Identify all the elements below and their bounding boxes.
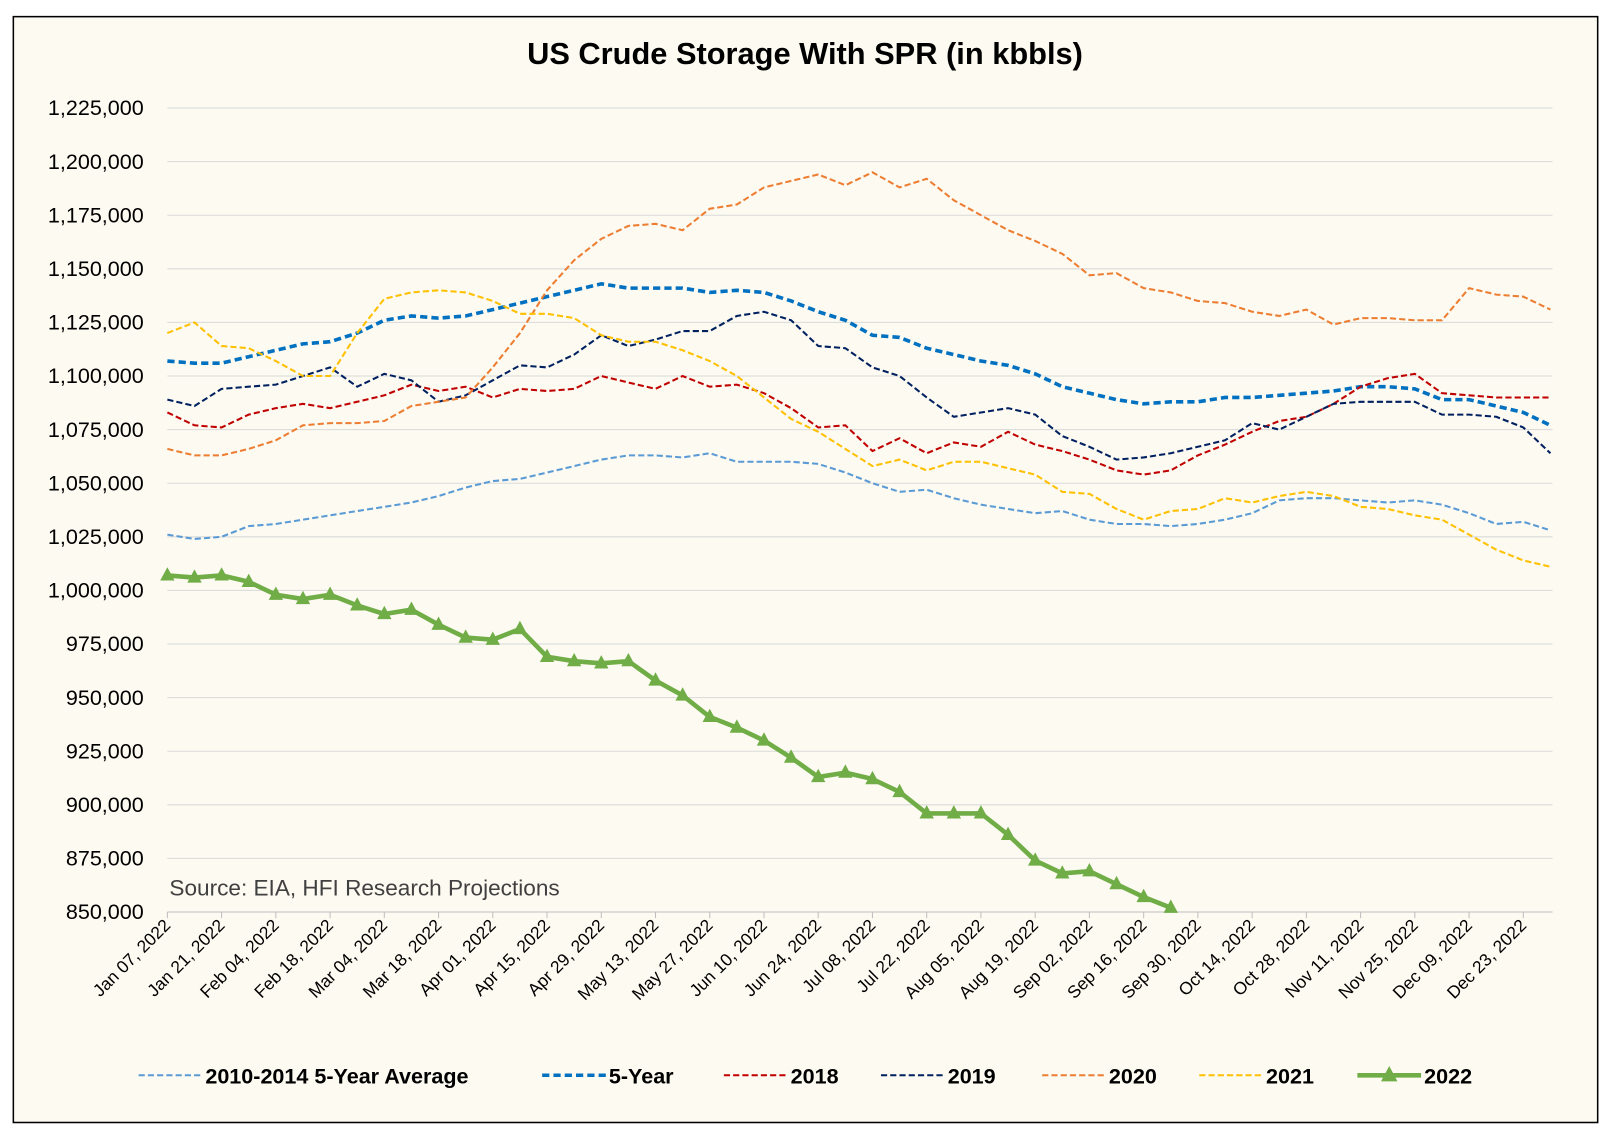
- data-point-2022: [729, 719, 745, 733]
- y-tick-label: 1,225,000: [48, 95, 144, 120]
- legend-label-2018: 2018: [791, 1063, 839, 1088]
- source-annotation: Source: EIA, HFI Research Projections: [169, 876, 559, 901]
- y-tick-label: 1,000,000: [48, 578, 144, 603]
- data-point-2022: [783, 749, 799, 763]
- data-point-2022: [594, 655, 609, 669]
- data-point-2022: [241, 573, 256, 587]
- data-point-2022: [1027, 852, 1043, 866]
- data-point-2022: [756, 732, 772, 746]
- series-line-2020: [167, 171, 1551, 457]
- data-point-2022: [566, 652, 582, 667]
- legend-label-2020: 2020: [1109, 1063, 1157, 1088]
- data-point-2022: [295, 590, 311, 605]
- data-point-2022: [1109, 875, 1124, 890]
- y-tick-label: 900,000: [66, 792, 144, 817]
- data-point-2022: [892, 783, 907, 798]
- data-point-2022: [811, 768, 826, 783]
- data-point-2022: [485, 631, 500, 645]
- legend-label-2010-2014-5-year-average: 2010-2014 5-Year Average: [205, 1063, 468, 1088]
- chart-background: [12, 15, 1599, 1124]
- data-point-2022: [973, 805, 989, 819]
- data-point-2022: [675, 687, 690, 701]
- data-point-2022: [268, 586, 284, 600]
- y-tick-label: 1,075,000: [48, 417, 144, 442]
- legend-label-5-year: 5-Year: [609, 1063, 674, 1088]
- data-point-2022: [1000, 826, 1016, 840]
- series-line-2019: [167, 310, 1552, 461]
- y-tick-label: 850,000: [66, 899, 144, 924]
- series-line-2021: [166, 289, 1551, 568]
- data-point-2022: [431, 616, 446, 630]
- data-point-2022: [702, 708, 717, 723]
- y-tick-label: 1,200,000: [48, 149, 144, 174]
- data-point-2022: [1163, 899, 1178, 913]
- data-point-2022: [377, 605, 392, 620]
- data-point-2022: [160, 567, 175, 581]
- y-axis: 850,000 875,000 900,000 925,000 950,000 975,0…: [48, 95, 144, 924]
- data-point-2022: [187, 569, 202, 583]
- y-tick-label: 1,150,000: [48, 256, 144, 281]
- data-point-2022: [322, 586, 338, 600]
- legend-label-2019: 2019: [948, 1063, 996, 1088]
- legend-label-2022: 2022: [1424, 1063, 1472, 1088]
- y-tick-label: 925,000: [66, 738, 144, 763]
- series-line-2010-2014-5-year-average: [167, 452, 1551, 541]
- legend-marker-2022: [1381, 1066, 1398, 1082]
- y-tick-label: 1,050,000: [48, 470, 144, 495]
- data-point-2022: [404, 601, 419, 615]
- data-point-2022: [458, 629, 473, 643]
- y-tick-label: 1,175,000: [48, 202, 144, 227]
- data-point-2022: [946, 805, 962, 819]
- data-point-2022: [865, 770, 880, 785]
- data-point-2022: [648, 672, 663, 686]
- data-point-2022: [1082, 863, 1097, 877]
- gridlines: [167, 107, 1553, 913]
- y-tick-label: 975,000: [66, 631, 144, 656]
- data-point-2022: [1055, 865, 1070, 879]
- data-point-2022: [214, 567, 229, 581]
- data-point-2022: [919, 805, 934, 819]
- data-point-2022: [621, 652, 636, 667]
- y-tick-label: 875,000: [66, 846, 144, 871]
- series-line-2018: [166, 372, 1551, 476]
- series-line-5-year: [167, 281, 1552, 427]
- data-point-2022: [512, 620, 528, 635]
- legend: 2010-2014 5-Year Average 5-Year 2018 2019 20…: [138, 1063, 1472, 1088]
- data-point-2022: [350, 597, 365, 611]
- series-lines: [160, 171, 1552, 913]
- y-tick-label: 1,025,000: [48, 524, 144, 549]
- legend-label-2021: 2021: [1266, 1063, 1314, 1088]
- data-point-2022: [1136, 888, 1151, 903]
- y-tick-label: 950,000: [66, 685, 144, 710]
- data-point-2022: [838, 764, 853, 778]
- y-tick-label: 1,100,000: [48, 363, 144, 388]
- data-point-2022: [539, 648, 555, 663]
- y-tick-label: 1,125,000: [48, 310, 144, 335]
- chart-title: US Crude Storage With SPR (in kbbls): [527, 36, 1083, 71]
